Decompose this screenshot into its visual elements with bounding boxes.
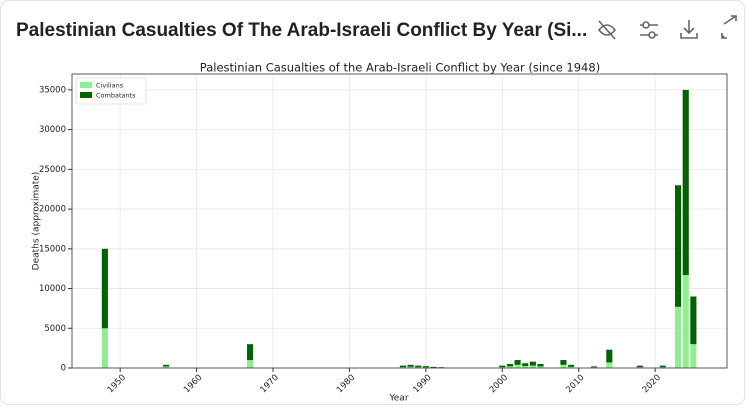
y-tick-label: 10000 — [39, 284, 66, 294]
bar-segment — [430, 367, 436, 368]
bar-segment — [507, 364, 513, 366]
bar-segment — [591, 366, 597, 367]
y-tick-label: 5000 — [44, 324, 66, 334]
bar-segment — [637, 366, 643, 368]
chart-title: Palestinian Casualties of the Arab-Israe… — [200, 61, 600, 75]
bar-segment — [537, 364, 543, 366]
y-tick-label: 20000 — [39, 205, 66, 215]
bar-segment — [660, 366, 666, 368]
bar-segment — [247, 344, 253, 360]
bar-segment — [522, 363, 528, 366]
bar-segment — [560, 360, 566, 365]
y-tick-label: 0 — [61, 364, 66, 374]
y-tick-label: 15000 — [39, 244, 66, 254]
bar-segment — [606, 350, 612, 363]
bar-segment — [690, 344, 696, 368]
bar-segment — [163, 365, 169, 367]
legend-swatch — [80, 92, 92, 98]
bar-segment — [400, 366, 406, 368]
bar-segment — [530, 362, 536, 366]
legend-label: Combatants — [96, 92, 136, 100]
y-axis-label: Deaths (approximate) — [32, 172, 42, 271]
bar-segment — [560, 365, 566, 368]
bar-segment — [247, 360, 253, 368]
bar-segment — [568, 365, 574, 367]
bar-segment — [408, 365, 414, 367]
bar-segment — [423, 366, 429, 367]
bar-segment — [515, 365, 521, 368]
bar-segment — [102, 328, 108, 368]
y-tick-label: 25000 — [39, 165, 66, 175]
bar-segment — [675, 307, 681, 368]
bar-segment — [606, 362, 612, 368]
y-tick-label: 35000 — [39, 85, 66, 95]
bar-segment — [102, 249, 108, 328]
bar-segment — [675, 185, 681, 307]
bar-segment — [690, 296, 696, 344]
legend-label: Civilians — [96, 82, 124, 90]
bar-segment — [683, 275, 689, 368]
x-axis-label: Year — [388, 394, 408, 404]
bar-segment — [499, 366, 505, 368]
header-title: Palestinian Casualties Of The Arab-Israe… — [16, 20, 587, 41]
bar-segment — [515, 360, 521, 365]
bar-segment — [415, 366, 421, 368]
bar-segment — [683, 90, 689, 275]
y-tick-label: 30000 — [39, 125, 66, 135]
legend-swatch — [80, 82, 92, 88]
